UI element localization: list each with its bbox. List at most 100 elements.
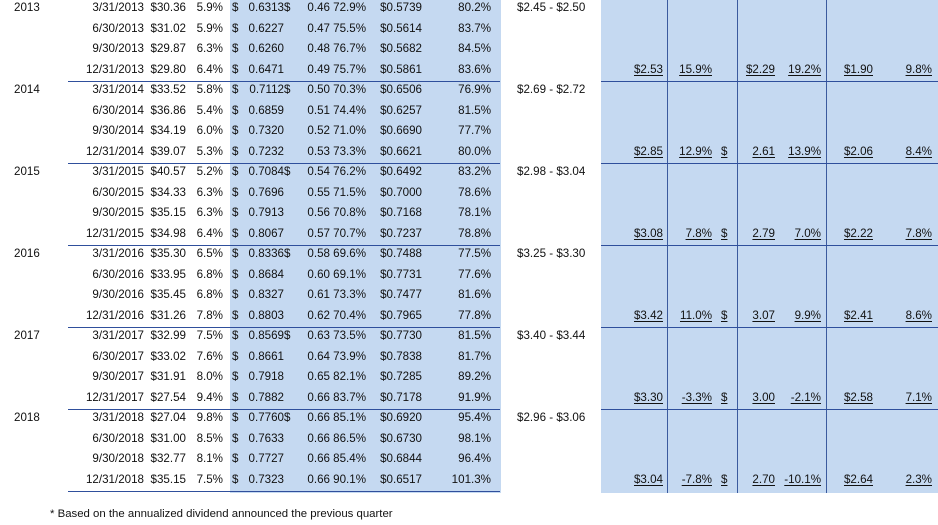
year-label: 2014 (14, 83, 40, 96)
affo-payout: 91.9% (458, 390, 491, 404)
payout-ratio: 75.7% (333, 62, 366, 76)
dollar-sign: $ (232, 308, 239, 322)
ffo: 0.51 (307, 103, 330, 117)
dividend: 0.7882 (248, 390, 284, 404)
annual-growth: 12.9% (679, 144, 712, 158)
ffo: 0.66 (307, 390, 330, 404)
dollar-sign: $ (232, 472, 239, 486)
yield: 6.0% (196, 124, 223, 137)
yield: 8.1% (196, 452, 223, 465)
dollar-sign: $ (284, 411, 291, 424)
payout-ratio: 85.4% (333, 452, 366, 465)
ffo: 0.46 (307, 1, 330, 14)
annual-value-3: $2.06 (843, 144, 873, 158)
affo: $0.7178 (380, 390, 422, 404)
year-label: 2017 (14, 329, 40, 342)
dollar-sign: $ (721, 226, 728, 240)
dividend: 0.6313 (248, 1, 284, 14)
affo-payout: 81.6% (458, 288, 491, 301)
quarter-date: 9/30/2015 (92, 206, 144, 219)
payout-ratio: 74.4% (333, 103, 366, 117)
quarter-date: 3/31/2018 (92, 411, 144, 424)
payout-ratio: 86.5% (333, 431, 366, 445)
year-label: 2018 (14, 411, 40, 424)
dividend: 0.7112 (249, 83, 284, 96)
payout-ratio: 70.4% (333, 308, 366, 322)
dollar-sign: $ (232, 83, 239, 96)
quarter-date: 3/31/2014 (92, 83, 144, 96)
ffo: 0.47 (307, 21, 330, 35)
annual-value: $2.85 (633, 144, 663, 158)
affo: $0.6492 (380, 165, 422, 178)
ffo: 0.53 (307, 144, 330, 158)
section-rule (68, 81, 500, 82)
dividend: 0.7232 (248, 144, 284, 158)
yield: 9.8% (196, 411, 223, 424)
payout-ratio: 70.3% (333, 83, 366, 96)
annual-growth-2: -2.1% (790, 390, 821, 404)
yield: 7.5% (196, 329, 223, 342)
annual-growth-2: 13.9% (788, 144, 821, 158)
dollar-sign: $ (721, 144, 728, 158)
guidance-range: $2.45 - $2.50 (517, 1, 586, 14)
payout-ratio: 69.6% (333, 247, 366, 260)
payout-ratio: 70.7% (333, 226, 366, 240)
annual-value-3: $2.64 (843, 472, 873, 486)
affo-payout: 83.7% (458, 21, 491, 35)
quarter-date: 12/31/2018 (85, 472, 144, 486)
affo-payout: 96.4% (458, 452, 491, 465)
price: $40.57 (150, 165, 186, 178)
quarter-date: 9/30/2016 (92, 288, 144, 301)
dollar-sign: $ (232, 42, 239, 55)
affo: $0.7285 (380, 370, 422, 383)
price: $33.52 (150, 83, 186, 96)
section-rule (68, 163, 500, 164)
affo-payout: 77.5% (458, 247, 491, 260)
dollar-sign: $ (284, 165, 291, 178)
affo-payout: 76.9% (458, 83, 491, 96)
yield: 6.3% (196, 185, 223, 199)
annual-value-2: 2.61 (752, 144, 775, 158)
affo-payout: 89.2% (458, 370, 491, 383)
dividend: 0.8803 (248, 308, 284, 322)
affo: $0.6730 (380, 431, 422, 445)
yield: 6.4% (196, 226, 223, 240)
yield: 9.4% (196, 390, 223, 404)
affo: $0.6257 (380, 103, 422, 117)
price: $34.98 (150, 226, 186, 240)
dollar-sign: $ (232, 103, 239, 117)
annual-growth: 11.0% (679, 308, 712, 322)
column-divider (737, 0, 738, 493)
payout-ratio: 71.5% (333, 185, 366, 199)
yield: 6.4% (196, 62, 223, 76)
affo: $0.6920 (380, 411, 422, 424)
price: $35.15 (150, 472, 186, 486)
quarter-date: 12/31/2015 (85, 226, 144, 240)
yield: 5.8% (196, 83, 223, 96)
price: $32.77 (150, 452, 186, 465)
quarter-date: 9/30/2017 (92, 370, 144, 383)
annual-value-2: $2.29 (745, 62, 775, 76)
affo: $0.6506 (380, 83, 422, 96)
affo-payout: 80.0% (458, 144, 491, 158)
yield: 7.6% (196, 349, 223, 363)
year-label: 2016 (14, 247, 40, 260)
dividend: 0.8327 (248, 288, 284, 301)
guidance-range: $2.96 - $3.06 (517, 411, 586, 424)
quarter-date: 9/30/2018 (92, 452, 144, 465)
payout-ratio: 72.9% (333, 1, 366, 14)
ffo: 0.58 (307, 247, 330, 260)
dollar-sign: $ (232, 329, 239, 342)
ffo: 0.57 (307, 226, 330, 240)
price: $32.99 (150, 329, 186, 342)
dollar-sign: $ (232, 206, 239, 219)
guidance-range: $2.69 - $2.72 (517, 83, 586, 96)
affo: $0.7000 (380, 185, 422, 199)
dollar-sign: $ (232, 267, 239, 281)
yield: 5.3% (196, 144, 223, 158)
guidance-range: $3.40 - $3.44 (517, 329, 586, 342)
affo-payout: 101.3% (451, 472, 491, 486)
dividend: 0.7633 (248, 431, 284, 445)
annual-growth-2: 7.0% (794, 226, 821, 240)
quarter-date: 3/31/2015 (92, 165, 144, 178)
